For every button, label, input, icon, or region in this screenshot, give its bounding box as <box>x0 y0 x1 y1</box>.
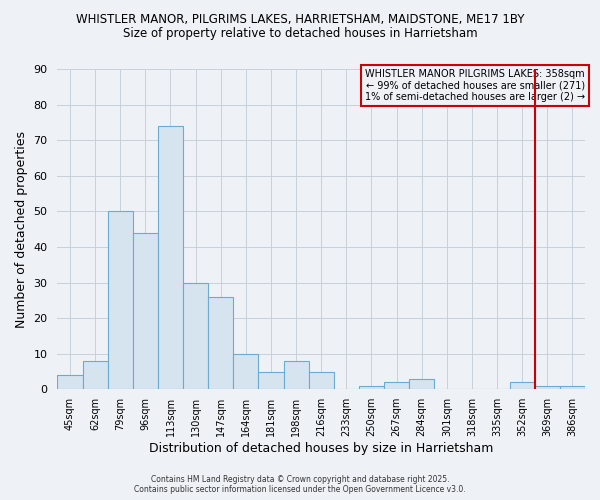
Bar <box>107 212 133 390</box>
Bar <box>509 382 535 390</box>
Text: WHISTLER MANOR PILGRIMS LAKES: 358sqm
← 99% of detached houses are smaller (271): WHISTLER MANOR PILGRIMS LAKES: 358sqm ← … <box>365 69 585 102</box>
Bar <box>308 372 334 390</box>
Bar <box>409 378 434 390</box>
Text: Size of property relative to detached houses in Harrietsham: Size of property relative to detached ho… <box>122 28 478 40</box>
Bar <box>560 386 585 390</box>
Bar <box>284 361 308 390</box>
Bar <box>208 297 233 390</box>
Bar <box>83 361 107 390</box>
Bar <box>183 282 208 390</box>
Bar <box>535 386 560 390</box>
Bar <box>259 372 284 390</box>
Bar <box>58 375 83 390</box>
Bar <box>359 386 384 390</box>
Bar <box>233 354 259 390</box>
Bar <box>158 126 183 390</box>
Text: Contains HM Land Registry data © Crown copyright and database right 2025.
Contai: Contains HM Land Registry data © Crown c… <box>134 474 466 494</box>
Bar <box>384 382 409 390</box>
Text: WHISTLER MANOR, PILGRIMS LAKES, HARRIETSHAM, MAIDSTONE, ME17 1BY: WHISTLER MANOR, PILGRIMS LAKES, HARRIETS… <box>76 12 524 26</box>
Bar <box>133 233 158 390</box>
X-axis label: Distribution of detached houses by size in Harrietsham: Distribution of detached houses by size … <box>149 442 493 455</box>
Y-axis label: Number of detached properties: Number of detached properties <box>15 130 28 328</box>
